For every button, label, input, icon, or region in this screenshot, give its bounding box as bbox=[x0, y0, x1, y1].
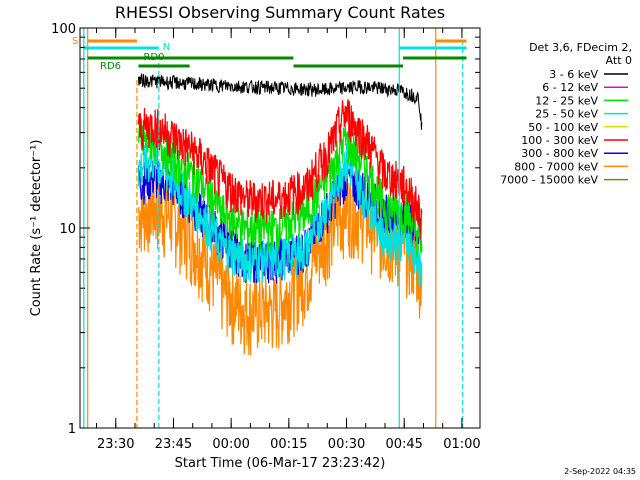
legend-entry-label: 100 - 300 keV bbox=[521, 134, 598, 147]
y-tick-label: 100 bbox=[51, 22, 76, 37]
legend-entry-label: 50 - 100 keV bbox=[528, 121, 598, 134]
night-label: N bbox=[163, 42, 170, 53]
rd0-label: RD0 bbox=[143, 52, 164, 63]
legend-entry-label: 12 - 25 keV bbox=[535, 94, 598, 107]
axes: 23:30 23:45 00:00 00:15 00:30 00:45 01:00 1 10 10… bbox=[51, 22, 480, 452]
legend-entry-label: 800 - 7000 keV bbox=[514, 160, 598, 173]
x-tick-label: 00:15 bbox=[270, 437, 307, 452]
x-tick-label: 23:45 bbox=[155, 437, 192, 452]
saa-label: S bbox=[72, 36, 78, 47]
legend-header: Det 3,6, FDecim 2, bbox=[529, 41, 632, 54]
legend-entry-label: 300 - 800 keV bbox=[521, 147, 598, 160]
y-axis-label: Count Rate (s⁻¹ detector⁻¹) bbox=[29, 140, 44, 317]
chart-title: RHESSI Observing Summary Count Rates bbox=[115, 3, 445, 22]
legend-entry-label: 6 - 12 keV bbox=[542, 81, 598, 94]
rd6-label: RD6 bbox=[100, 61, 121, 72]
legend-entry-label: 3 - 6 keV bbox=[549, 68, 598, 81]
y-tick-label: 10 bbox=[59, 222, 76, 237]
y-tick-label: 1 bbox=[68, 422, 76, 437]
data-traces bbox=[137, 73, 423, 356]
trace-3-6-kev bbox=[138, 73, 423, 130]
x-tick-label: 00:45 bbox=[385, 437, 422, 452]
x-tick-label: 00:00 bbox=[212, 437, 249, 452]
footer-date: 2-Sep-2022 04:35 bbox=[564, 467, 636, 476]
legend-header-2: Att 0 bbox=[606, 54, 632, 67]
legend-entry-label: 25 - 50 keV bbox=[535, 108, 598, 121]
x-tick-label: 01:00 bbox=[443, 437, 480, 452]
x-tick-label: 00:30 bbox=[328, 437, 365, 452]
legend-entry-label: 7000 - 15000 keV bbox=[500, 174, 598, 187]
x-tick-label: 23:30 bbox=[97, 437, 134, 452]
x-axis-label: Start Time (06-Mar-17 23:23:42) bbox=[175, 456, 386, 471]
trace-100-300-kev bbox=[137, 99, 423, 240]
